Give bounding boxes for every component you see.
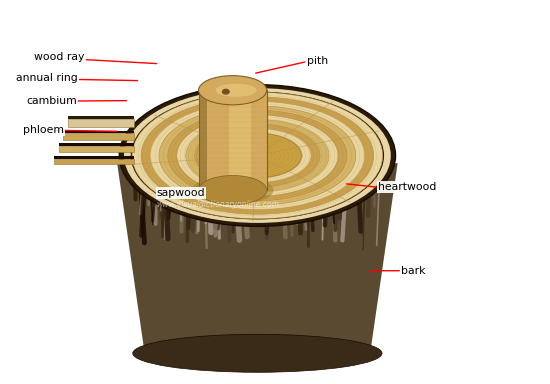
Text: wood ray: wood ray [34, 52, 85, 62]
Ellipse shape [132, 92, 383, 219]
Bar [199, 90, 267, 190]
Ellipse shape [177, 115, 338, 196]
Text: annual ring: annual ring [16, 73, 78, 83]
Polygon shape [199, 90, 207, 190]
Polygon shape [68, 116, 134, 119]
Polygon shape [59, 143, 134, 146]
Ellipse shape [216, 84, 256, 97]
Polygon shape [54, 159, 134, 164]
Ellipse shape [124, 88, 391, 223]
Ellipse shape [192, 175, 273, 205]
Ellipse shape [150, 101, 365, 210]
Text: heartwood: heartwood [378, 182, 437, 192]
Text: sapwood: sapwood [157, 188, 205, 198]
Polygon shape [59, 146, 134, 152]
Polygon shape [68, 119, 134, 127]
Polygon shape [199, 90, 267, 190]
Ellipse shape [195, 124, 320, 187]
Ellipse shape [204, 128, 311, 183]
Ellipse shape [222, 137, 293, 174]
Polygon shape [63, 131, 134, 133]
Circle shape [223, 89, 229, 94]
Polygon shape [63, 133, 134, 140]
Text: cambium: cambium [26, 96, 77, 106]
Ellipse shape [199, 175, 267, 205]
Polygon shape [54, 156, 134, 159]
Ellipse shape [119, 85, 395, 227]
Ellipse shape [249, 151, 266, 160]
Ellipse shape [133, 334, 382, 372]
Text: pith: pith [307, 56, 328, 66]
Text: phloem: phloem [23, 125, 64, 135]
Ellipse shape [239, 146, 276, 165]
Ellipse shape [131, 92, 384, 220]
Polygon shape [117, 163, 398, 353]
Polygon shape [199, 90, 209, 190]
Polygon shape [250, 90, 267, 190]
Ellipse shape [186, 119, 329, 192]
Ellipse shape [141, 97, 374, 214]
Text: www.visualdictionaryonline.com: www.visualdictionaryonline.com [157, 200, 280, 209]
Ellipse shape [213, 133, 301, 178]
Text: bark: bark [402, 266, 426, 276]
Ellipse shape [213, 133, 302, 178]
Ellipse shape [168, 110, 347, 201]
Polygon shape [229, 90, 251, 190]
Ellipse shape [159, 106, 356, 205]
Ellipse shape [230, 142, 284, 169]
Ellipse shape [199, 76, 267, 105]
